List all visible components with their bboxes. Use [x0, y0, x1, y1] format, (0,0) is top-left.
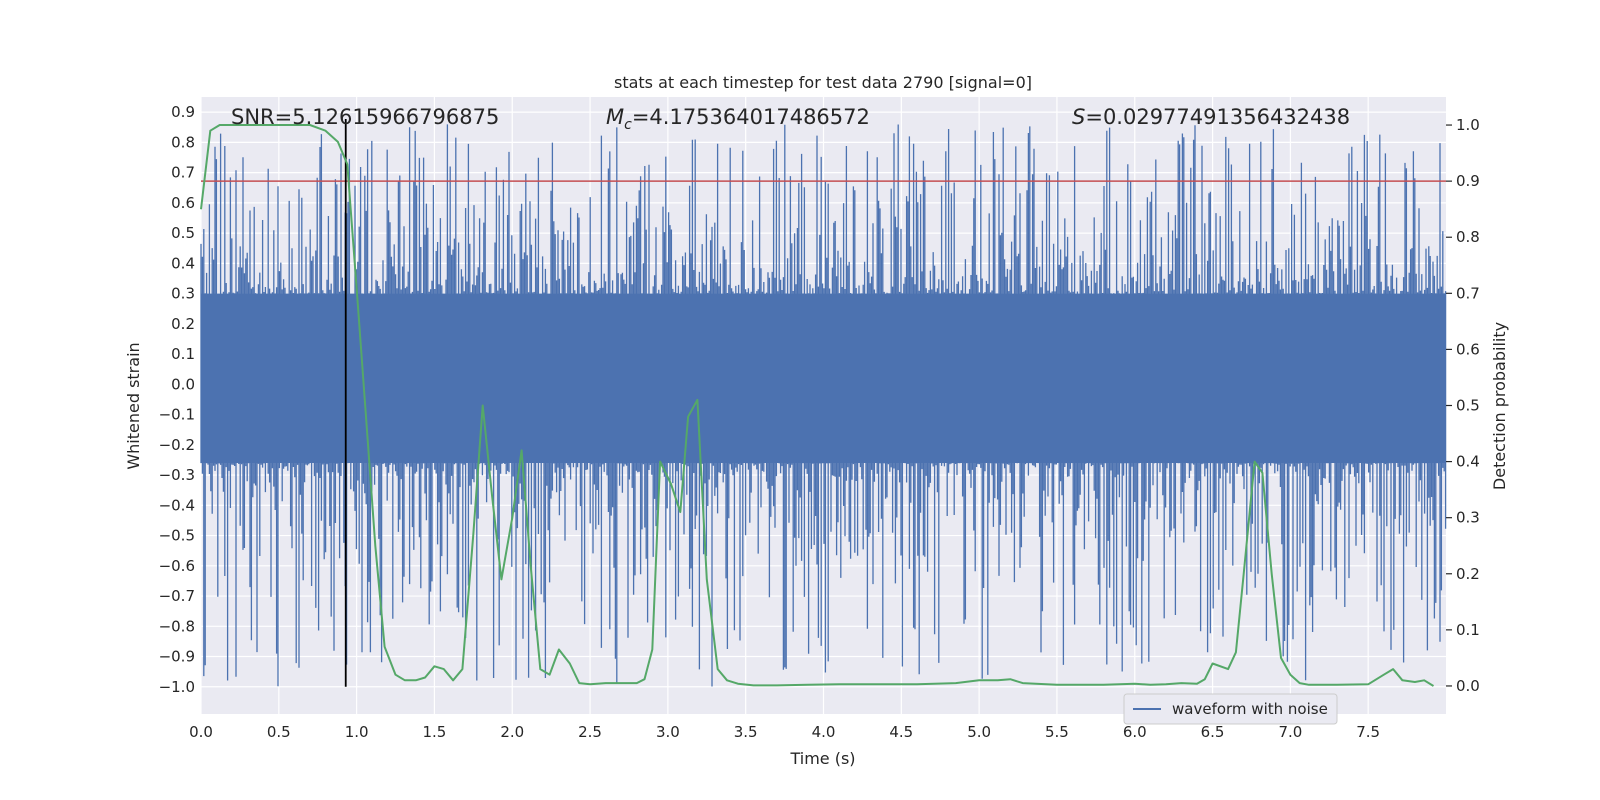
left-y-tick-label: −0.5	[159, 527, 195, 545]
x-tick-label: 5.0	[967, 723, 991, 741]
left-y-tick-label: −0.1	[159, 406, 195, 424]
right-y-tick-label: 0.6	[1456, 340, 1480, 358]
x-tick-label: 5.5	[1045, 723, 1069, 741]
x-tick-label: 2.5	[578, 723, 602, 741]
snr-annotation: SNR=5.12615966796875	[231, 105, 499, 129]
right-y-tick-label: 1.0	[1456, 116, 1480, 134]
strain-series	[200, 124, 1447, 687]
right-y-tick-label: 0.7	[1456, 284, 1480, 302]
left-y-tick-label: −1.0	[159, 678, 195, 696]
left-y-tick-label: 0.8	[171, 133, 195, 151]
chirp-mass-subscript: c	[624, 117, 632, 133]
right-y-tick-label: 0.4	[1456, 453, 1480, 471]
x-tick-label: 0.0	[189, 723, 213, 741]
left-y-tick-label: −0.2	[159, 436, 195, 454]
left-y-tick-label: −0.7	[159, 587, 195, 605]
x-tick-label: 6.0	[1123, 723, 1147, 741]
x-tick-label: 3.5	[734, 723, 758, 741]
right-y-tick-label: 0.5	[1456, 397, 1480, 415]
right-y-tick-label: 0.3	[1456, 509, 1480, 527]
left-y-tick-label: 0.2	[171, 315, 195, 333]
right-y-tick-label: 0.2	[1456, 565, 1480, 583]
legend-box	[1123, 693, 1338, 725]
left-y-tick-label: −0.3	[159, 466, 195, 484]
right-y-tick-label: 0.9	[1456, 172, 1480, 190]
left-y-tick-label: 0.6	[171, 194, 195, 212]
x-tick-label: 2.0	[500, 723, 524, 741]
x-tick-label: 4.5	[889, 723, 913, 741]
legend: waveform with noise	[1123, 693, 1338, 725]
right-y-tick-label: 0.0	[1456, 677, 1480, 695]
x-axis-label: Time (s)	[789, 749, 855, 768]
significance-annotation: S=0.02977491356432438	[1072, 105, 1350, 129]
left-y-tick-label: 0.4	[171, 254, 195, 272]
chirp-mass-symbol: M	[606, 105, 624, 129]
x-tick-label: 1.5	[423, 723, 447, 741]
left-y-tick-label: −0.9	[159, 648, 195, 666]
significance-symbol: S	[1072, 105, 1085, 129]
left-y-tick-labels: 0.9 0.8 0.7 0.6 0.5 0.4 0.3 0.2 0.1 0.0 −0.1 −0.2 −0…	[159, 103, 195, 696]
chirp-mass-value: =4.175364017486572	[632, 105, 870, 129]
detection-probability-line	[200, 124, 1435, 687]
significance-value: =0.02977491356432438	[1085, 105, 1350, 129]
x-tick-labels: 0.0 0.5 1.0 1.5 2.0 2.5 3.0 3.5 4.0 4.5 5.0 5.5 6.0 6…	[189, 723, 1380, 741]
left-y-tick-label: 0.7	[171, 164, 195, 182]
right-y-axis-label: Detection probability	[1490, 322, 1509, 490]
x-tick-label: 4.0	[812, 723, 836, 741]
left-y-tick-label: 0.3	[171, 285, 195, 303]
legend-label-waveform: waveform with noise	[1172, 700, 1328, 718]
chirp-mass-annotation: Mc=4.175364017486572	[606, 105, 870, 133]
x-tick-label: 3.0	[656, 723, 680, 741]
x-tick-label: 1.0	[345, 723, 369, 741]
chart-title: stats at each timestep for test data 279…	[614, 73, 1032, 92]
right-y-tick-label: 0.8	[1456, 228, 1480, 246]
left-y-tick-label: 0.1	[171, 345, 195, 363]
left-y-axis-label: Whitened strain	[124, 342, 143, 469]
left-y-tick-label: −0.4	[159, 496, 195, 514]
left-y-tick-label: 0.5	[171, 224, 195, 242]
right-y-tick-label: 0.1	[1456, 621, 1480, 639]
x-tick-label: 7.5	[1356, 723, 1380, 741]
left-y-tick-label: −0.8	[159, 617, 195, 635]
left-y-tick-label: 0.0	[171, 375, 195, 393]
x-tick-label: 7.0	[1278, 723, 1302, 741]
left-y-tick-label: 0.9	[171, 103, 195, 121]
left-y-tick-label: −0.6	[159, 557, 195, 575]
right-y-tick-labels: 1.0 0.9 0.8 0.7 0.6 0.5 0.4 0.3 0.2 0.1 0.0	[1446, 116, 1480, 695]
x-tick-label: 6.5	[1201, 723, 1225, 741]
x-tick-label: 0.5	[267, 723, 291, 741]
